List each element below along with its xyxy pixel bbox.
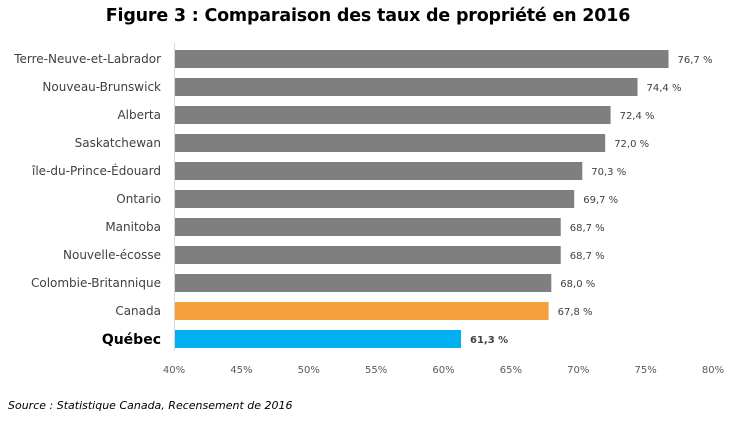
bar-2 xyxy=(175,106,611,124)
category-label: Nouveau-Brunswick xyxy=(42,80,161,94)
x-tick-label: 65% xyxy=(500,365,522,376)
category-label: Terre-Neuve-et-Labrador xyxy=(13,52,161,66)
x-tick-label: 70% xyxy=(567,365,589,376)
x-tick-label: 40% xyxy=(163,365,185,376)
value-label: 68,7 % xyxy=(570,251,605,262)
category-label: Manitoba xyxy=(105,220,161,234)
bar-8 xyxy=(175,274,552,292)
value-label: 68,0 % xyxy=(560,279,595,290)
source-note: Source : Statistique Canada, Recensement… xyxy=(8,399,293,412)
value-label: 74,4 % xyxy=(647,83,682,94)
category-label: Saskatchewan xyxy=(75,136,161,150)
category-label: Québec xyxy=(102,332,161,348)
value-label: 72,0 % xyxy=(614,139,649,150)
value-label: 72,4 % xyxy=(620,111,655,122)
value-label: 61,3 % xyxy=(470,335,508,346)
value-label: 70,3 % xyxy=(591,167,626,178)
value-label: 76,7 % xyxy=(678,55,713,66)
x-tick-label: 45% xyxy=(230,365,252,376)
bar-7 xyxy=(175,246,561,264)
bar-9 xyxy=(175,302,549,320)
category-label: Alberta xyxy=(117,108,161,122)
value-label: 68,7 % xyxy=(570,223,605,234)
category-label: île-du-Prince-Édouard xyxy=(31,163,161,178)
bar-4 xyxy=(175,162,583,180)
chart-title: Figure 3 : Comparaison des taux de propr… xyxy=(105,6,631,26)
bar-6 xyxy=(175,218,561,236)
bar-3 xyxy=(175,134,606,152)
x-tick-label: 55% xyxy=(365,365,387,376)
category-label: Ontario xyxy=(116,192,161,206)
bar-5 xyxy=(175,190,575,208)
category-label: Colombie-Britannique xyxy=(31,276,161,290)
x-tick-label: 60% xyxy=(432,365,454,376)
bar-1 xyxy=(175,78,638,96)
bar-10 xyxy=(175,330,462,348)
x-tick-label: 75% xyxy=(635,365,657,376)
bar-0 xyxy=(175,50,669,68)
x-tick-label: 50% xyxy=(298,365,320,376)
category-label: Nouvelle-écosse xyxy=(63,248,161,262)
value-label: 69,7 % xyxy=(583,195,618,206)
value-label: 67,8 % xyxy=(558,307,593,318)
category-label: Canada xyxy=(115,304,161,318)
x-tick-label: 80% xyxy=(702,365,724,376)
